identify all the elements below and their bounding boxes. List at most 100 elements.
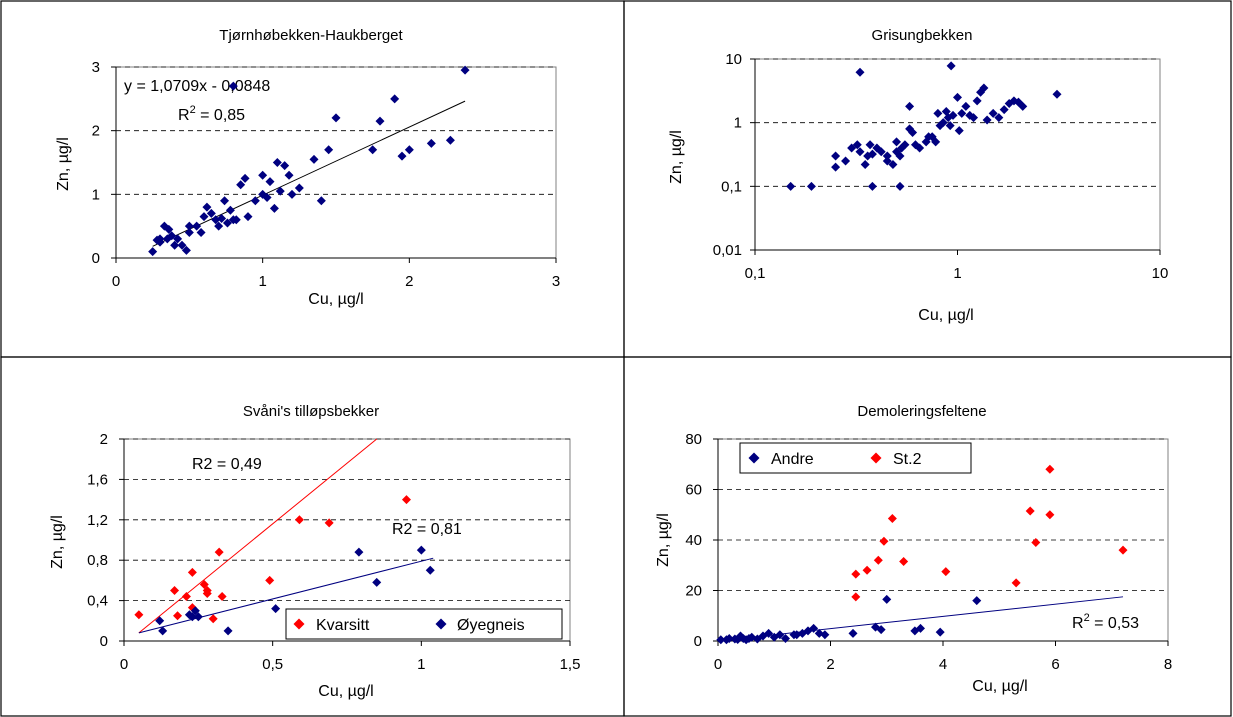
y-tick-label: 0,4 [87,593,108,610]
y-axis-title: Zn, µg/l [668,130,685,184]
data-point [214,221,224,231]
data-point [988,108,998,118]
data-point [177,240,187,250]
data-point [184,228,194,238]
data-point [831,162,841,172]
data-point [271,604,281,614]
y-tick-label: 3 [92,59,100,76]
data-point [933,108,943,118]
data-point [852,140,862,150]
data-point [202,589,212,599]
data-point [390,94,400,104]
r2-kvarsitt-label: R2 = 0,49 [192,456,262,473]
data-point [184,221,194,231]
data-point [946,61,956,71]
data-point [324,145,334,155]
data-point [225,205,235,215]
data-point [954,126,964,136]
data-point [1018,101,1028,111]
data-point [294,183,304,193]
data-point [935,627,945,637]
data-point [820,630,830,640]
legend-box [285,608,563,640]
data-point [167,231,177,241]
data-point [892,137,902,147]
data-point [214,547,224,557]
data-point [957,108,967,118]
data-point [831,151,841,161]
data-point [882,151,892,161]
trendline [138,557,434,634]
data-point [199,579,209,589]
trendline [152,100,466,247]
data-point [190,606,200,616]
r-squared-superscript: 2 [1084,612,1090,624]
data-point [181,592,191,602]
legend-marker-oyegneis [435,618,447,630]
y-tick-label: 0 [694,633,702,650]
data-point [181,245,191,255]
x-axis-title: Cu, µg/l [318,683,373,700]
x-tick-label: 0 [714,656,722,673]
data-point [994,113,1004,123]
data-point [841,156,851,166]
data-point [895,151,905,161]
data-point [806,181,816,191]
data-point [208,614,218,624]
data-point [280,161,290,171]
data-point [426,138,436,148]
legend: Kvarsitt Øyegneis [285,608,563,640]
y-tick-label: 2 [100,431,108,448]
data-point [265,177,275,187]
chart-demoleringsfeltene: Demoleringsfeltene Cu, µg/l Zn, µg/l R2 … [655,403,1172,695]
data-point [284,170,294,180]
data-point [876,625,886,635]
x-axis-title: Cu, µg/l [308,291,363,308]
data-point [764,628,774,638]
data-point [888,160,898,170]
data-point [187,612,197,622]
data-point [941,567,951,577]
x-tick-label: 1,5 [560,656,581,673]
data-point [375,116,385,126]
y-tick-label: 60 [685,482,702,499]
legend-box [739,442,972,474]
data-point [867,149,877,159]
data-point [404,145,414,155]
y-tick-label: 1 [92,186,100,203]
legend-marker-andre [748,452,760,464]
data-point [873,555,883,565]
data-point [192,221,202,231]
data-point [915,143,925,153]
data-point [275,186,285,196]
data-point [867,181,877,191]
data-point [938,118,948,128]
r-squared-prefix: R [1072,615,1084,632]
chart-tjornhobekken: Tjørnhøbekken-Haukberget Cu, µg/l Zn, µg… [55,27,560,308]
data-point [243,212,253,222]
r-squared-superscript: 2 [190,104,196,116]
data-point [1011,578,1021,588]
data-point [202,202,212,212]
data-point [272,158,282,167]
x-tick-label: 6 [1051,656,1059,673]
data-point [217,592,227,602]
data-point [287,189,297,199]
data-point [1025,506,1035,516]
data-point [969,113,979,123]
y-tick-label: 1,2 [87,512,108,529]
data-point [265,575,275,585]
x-axis-title: Cu, µg/l [918,307,973,324]
data-point [775,630,785,640]
x-axis-title: Cu, µg/l [972,678,1027,695]
data-point [999,105,1009,115]
y-axis-title: Zn, µg/l [49,515,66,569]
data-point [1045,510,1055,520]
data-point [354,547,364,557]
data-point [1118,545,1128,555]
data-point [931,137,941,147]
x-tick-label: 8 [1164,656,1172,673]
legend-marker-st2 [870,452,882,464]
data-point [1052,89,1062,99]
x-tick-label: 1 [417,656,425,673]
